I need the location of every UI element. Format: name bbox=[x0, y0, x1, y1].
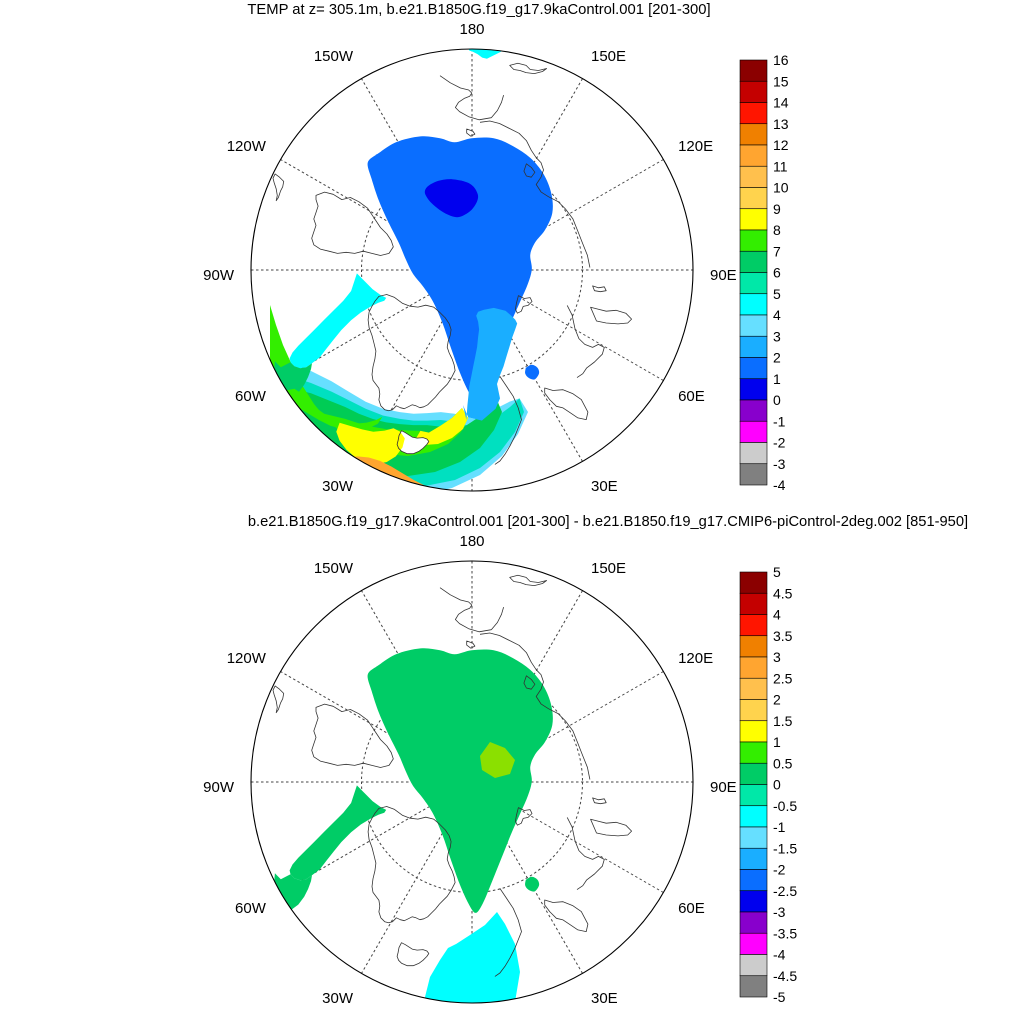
svg-text:-4: -4 bbox=[773, 477, 786, 493]
svg-text:4: 4 bbox=[773, 607, 781, 623]
svg-text:3.5: 3.5 bbox=[773, 628, 793, 644]
svg-text:-2: -2 bbox=[773, 435, 786, 451]
svg-text:-4: -4 bbox=[773, 947, 786, 963]
svg-text:12: 12 bbox=[773, 137, 789, 153]
svg-text:-1: -1 bbox=[773, 819, 786, 835]
svg-text:-2.5: -2.5 bbox=[773, 883, 797, 899]
svg-text:3: 3 bbox=[773, 649, 781, 665]
svg-text:0.5: 0.5 bbox=[773, 755, 793, 771]
svg-text:-3: -3 bbox=[773, 904, 786, 920]
svg-text:3: 3 bbox=[773, 328, 781, 344]
svg-text:2: 2 bbox=[773, 350, 781, 366]
svg-text:11: 11 bbox=[773, 158, 788, 174]
svg-text:-5: -5 bbox=[773, 989, 786, 1005]
svg-text:16: 16 bbox=[773, 52, 789, 68]
svg-text:14: 14 bbox=[773, 95, 789, 111]
svg-text:2.5: 2.5 bbox=[773, 670, 793, 686]
svg-text:9: 9 bbox=[773, 201, 781, 217]
svg-text:0: 0 bbox=[773, 392, 781, 408]
svg-text:8: 8 bbox=[773, 222, 781, 238]
svg-text:-1: -1 bbox=[773, 413, 786, 429]
svg-text:-0.5: -0.5 bbox=[773, 798, 797, 814]
svg-text:4: 4 bbox=[773, 307, 781, 323]
svg-text:5: 5 bbox=[773, 564, 781, 580]
svg-text:7: 7 bbox=[773, 243, 781, 259]
svg-text:13: 13 bbox=[773, 116, 789, 132]
svg-text:1: 1 bbox=[773, 371, 781, 387]
svg-text:4.5: 4.5 bbox=[773, 585, 793, 601]
svg-text:5: 5 bbox=[773, 286, 781, 302]
svg-text:-1.5: -1.5 bbox=[773, 840, 797, 856]
svg-text:-3: -3 bbox=[773, 456, 786, 472]
svg-text:1: 1 bbox=[773, 734, 781, 750]
svg-text:10: 10 bbox=[773, 180, 789, 196]
svg-text:-2: -2 bbox=[773, 862, 786, 878]
svg-text:1.5: 1.5 bbox=[773, 713, 793, 729]
svg-text:2: 2 bbox=[773, 692, 781, 708]
svg-text:-3.5: -3.5 bbox=[773, 925, 797, 941]
svg-text:15: 15 bbox=[773, 73, 789, 89]
svg-text:0: 0 bbox=[773, 777, 781, 793]
svg-text:-4.5: -4.5 bbox=[773, 968, 797, 984]
svg-text:6: 6 bbox=[773, 265, 781, 281]
